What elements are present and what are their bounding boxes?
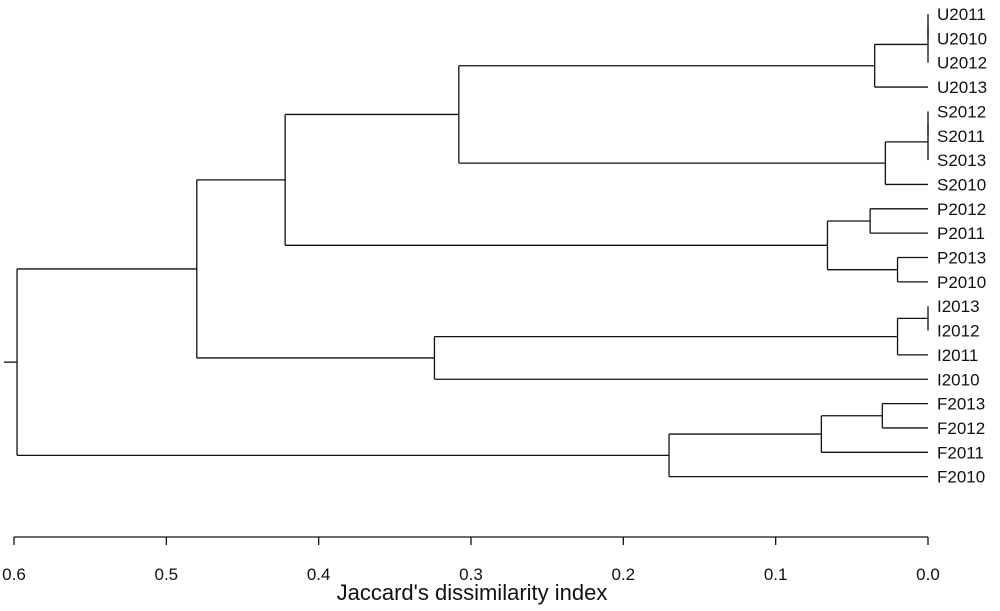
leaf-label-u2011: U2011 <box>937 5 986 24</box>
leaf-label-s2012: S2012 <box>937 102 986 121</box>
leaf-label-p2011: P2011 <box>937 224 985 243</box>
leaf-label-s2013: S2013 <box>937 151 986 170</box>
x-tick-label-0.4: 0.4 <box>307 565 331 584</box>
leaf-label-u2013: U2013 <box>937 78 987 97</box>
x-tick-label-0.3: 0.3 <box>459 565 483 584</box>
x-tick-label-0.2: 0.2 <box>612 565 636 584</box>
leaf-label-f2013: F2013 <box>937 395 985 414</box>
leaf-label-f2011: F2011 <box>937 443 984 462</box>
x-tick-label-0.6: 0.6 <box>2 565 26 584</box>
x-axis-title: Jaccard's dissimilarity index <box>337 580 608 605</box>
leaf-label-i2013: I2013 <box>937 297 980 316</box>
leaf-label-u2010: U2010 <box>937 29 987 48</box>
leaf-label-u2012: U2012 <box>937 54 987 73</box>
leaf-label-i2010: I2010 <box>937 370 980 389</box>
leaf-label-p2010: P2010 <box>937 273 986 292</box>
leaf-label-i2012: I2012 <box>937 322 980 341</box>
leaf-label-s2011: S2011 <box>937 127 985 146</box>
x-tick-label-0.0: 0.0 <box>916 565 940 584</box>
leaf-label-i2011: I2011 <box>937 346 978 365</box>
x-tick-label-0.5: 0.5 <box>155 565 179 584</box>
leaf-labels: U2011 U2010 U2012 U2013 S2012 S2011 S2013 S2010… <box>937 5 987 487</box>
leaf-label-p2012: P2012 <box>937 200 986 219</box>
x-axis: 0.6 0.5 0.4 0.3 0.2 0.1 0.0 <box>2 536 940 584</box>
x-tick-label-0.1: 0.1 <box>764 565 788 584</box>
leaf-label-p2013: P2013 <box>937 249 986 268</box>
leaf-label-f2012: F2012 <box>937 419 985 438</box>
dendrogram-branches <box>4 14 929 478</box>
leaf-label-s2010: S2010 <box>937 175 986 194</box>
leaf-label-f2010: F2010 <box>937 468 985 487</box>
